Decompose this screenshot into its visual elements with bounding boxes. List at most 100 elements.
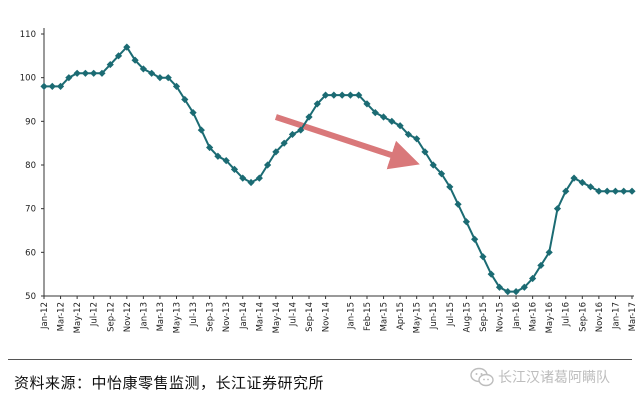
data-point xyxy=(255,174,263,182)
data-point xyxy=(603,187,611,195)
x-tick-label: Jul-14 xyxy=(288,302,298,327)
data-point xyxy=(446,183,454,191)
wechat-icon xyxy=(470,367,494,387)
data-point xyxy=(338,91,346,99)
data-point xyxy=(90,69,98,77)
x-tick-label: Nov-15 xyxy=(495,302,505,332)
data-point xyxy=(512,288,520,296)
data-point xyxy=(264,161,272,169)
data-point xyxy=(553,205,562,213)
data-point xyxy=(421,148,429,156)
axes xyxy=(43,28,634,297)
watermark-text: 长江汉诸葛阿瞒队 xyxy=(498,370,610,386)
data-point xyxy=(123,43,131,51)
x-tick-label: Jan-12 xyxy=(40,302,50,330)
x-tick-label: Jan-17 xyxy=(611,302,621,330)
x-tick-label: Jun-15 xyxy=(429,302,439,330)
data-point xyxy=(288,130,297,139)
x-tick-label: Nov-13 xyxy=(222,302,232,332)
data-point xyxy=(537,261,545,270)
source-note: 资料来源：中怡康零售监测，长江证券研究所 xyxy=(14,374,325,392)
data-point xyxy=(164,74,172,82)
y-tick-label: 60 xyxy=(25,248,36,258)
annotations xyxy=(274,114,420,170)
data-point xyxy=(355,91,363,99)
data-point xyxy=(520,283,528,291)
x-tick-label: Jan-16 xyxy=(512,302,522,330)
data-point xyxy=(628,187,636,195)
data-point xyxy=(562,187,570,195)
y-axis-ticks: 50 60 70 80 90 100 110 xyxy=(20,30,44,302)
data-point xyxy=(371,109,379,117)
data-point xyxy=(139,65,147,73)
data-point xyxy=(462,218,470,226)
data-point xyxy=(346,91,355,99)
data-point xyxy=(495,283,504,291)
x-tick-label: Apr-15 xyxy=(396,302,406,330)
data-point xyxy=(504,288,512,296)
data-point xyxy=(114,52,123,60)
data-point xyxy=(56,82,65,90)
x-tick-label: Jul-16 xyxy=(562,302,572,327)
watermark: 长江汉诸葛阿瞒队 xyxy=(470,366,610,388)
x-tick-label: Jan-15 xyxy=(346,302,356,330)
trend-arrow xyxy=(274,114,420,170)
data-point xyxy=(620,187,628,195)
data-point xyxy=(363,100,371,108)
data-point xyxy=(73,69,81,77)
data-point xyxy=(48,82,56,90)
data-point xyxy=(106,60,114,69)
x-tick-label: Nov-12 xyxy=(123,302,133,332)
y-tick-label: 80 xyxy=(25,161,36,171)
x-tick-label: Mar-17 xyxy=(628,302,638,331)
data-point xyxy=(81,69,90,77)
data-point xyxy=(437,170,446,178)
data-point xyxy=(570,174,578,182)
data-point xyxy=(230,165,239,173)
data-point xyxy=(578,178,586,187)
data-point xyxy=(595,187,603,195)
y-tick-label: 110 xyxy=(20,30,36,40)
data-point xyxy=(65,74,73,82)
data-point xyxy=(272,148,280,156)
x-tick-label: May-15 xyxy=(413,302,423,333)
x-tick-label: May-16 xyxy=(545,302,555,333)
x-tick-label: Jul-15 xyxy=(446,302,456,327)
data-point xyxy=(156,74,164,82)
y-tick-label: 70 xyxy=(25,205,36,215)
x-tick-label: Mar-15 xyxy=(380,302,390,331)
data-point xyxy=(429,161,437,169)
x-tick-label: Mar-16 xyxy=(529,302,539,331)
x-tick-label: Nov-14 xyxy=(322,302,332,332)
data-point xyxy=(305,113,313,121)
series-line xyxy=(44,45,632,293)
data-point xyxy=(189,109,197,117)
x-tick-label: May-12 xyxy=(73,302,83,333)
x-axis-ticks: Jan-12 Mar-12 May-12 Jul-12 Sep-12 Nov-12 Jan-… xyxy=(40,296,638,333)
data-point xyxy=(413,135,421,143)
data-point xyxy=(197,126,205,134)
x-tick-label: Jan-13 xyxy=(139,302,149,330)
data-point xyxy=(396,122,404,130)
x-tick-label: Nov-16 xyxy=(595,302,605,332)
data-point xyxy=(379,113,388,121)
data-point xyxy=(172,82,181,90)
data-point xyxy=(222,157,230,165)
data-point xyxy=(214,152,222,160)
data-point xyxy=(454,200,462,208)
x-tick-label: Mar-12 xyxy=(57,302,67,331)
data-point xyxy=(148,69,156,77)
data-point xyxy=(404,130,412,139)
series-group xyxy=(40,43,636,296)
x-tick-label: Jul-12 xyxy=(90,302,100,327)
data-point xyxy=(487,270,495,278)
data-point xyxy=(330,91,338,99)
x-tick-label: Aug-15 xyxy=(462,302,472,332)
x-tick-label: Sep-15 xyxy=(479,302,489,332)
x-tick-label: Feb-15 xyxy=(363,302,373,331)
x-tick-label: May-13 xyxy=(173,302,183,333)
data-point xyxy=(280,139,288,147)
x-tick-label: May-14 xyxy=(272,302,282,333)
x-tick-label: Sep-14 xyxy=(305,302,315,332)
